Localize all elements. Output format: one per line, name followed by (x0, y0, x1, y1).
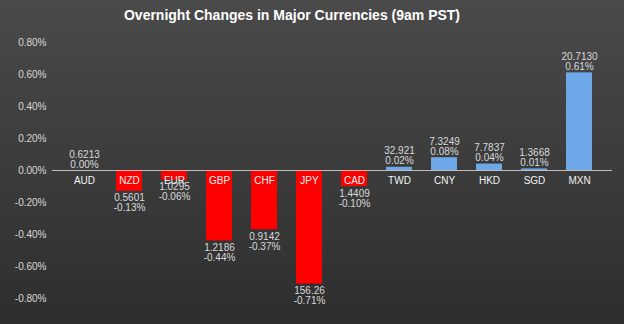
svg-text:SGD: SGD (524, 175, 546, 186)
svg-text:-0.20%: -0.20% (15, 197, 47, 208)
svg-text:0.9142-0.37%: 0.9142-0.37% (249, 231, 281, 252)
svg-text:0.62130.00%: 0.62130.00% (69, 149, 100, 170)
svg-text:0.80%: 0.80% (18, 37, 46, 48)
svg-text:7.32490.08%: 7.32490.08% (429, 136, 460, 157)
svg-text:0.20%: 0.20% (18, 133, 46, 144)
svg-text:20.71300.61%: 20.71300.61% (561, 51, 598, 72)
svg-text:1.2186-0.44%: 1.2186-0.44% (204, 242, 236, 263)
svg-text:GBP: GBP (209, 175, 230, 186)
svg-text:HKD: HKD (479, 175, 500, 186)
svg-text:0.5601-0.13%: 0.5601-0.13% (114, 192, 146, 213)
svg-text:0.00%: 0.00% (18, 165, 46, 176)
svg-text:1.4409-0.10%: 1.4409-0.10% (339, 188, 371, 209)
svg-text:-0.40%: -0.40% (15, 229, 47, 240)
svg-text:0.40%: 0.40% (18, 101, 46, 112)
svg-text:CNY: CNY (434, 175, 455, 186)
svg-text:1.36680.01%: 1.36680.01% (519, 147, 550, 168)
svg-text:TWD: TWD (388, 175, 411, 186)
svg-text:7.78370.04%: 7.78370.04% (474, 142, 505, 163)
svg-text:0.60%: 0.60% (18, 69, 46, 80)
svg-text:JPY: JPY (300, 175, 319, 186)
svg-text:CHF: CHF (254, 175, 275, 186)
svg-text:-0.60%: -0.60% (15, 261, 47, 272)
svg-text:156.26-0.71%: 156.26-0.71% (294, 285, 326, 306)
html-text:Overnight Changes in Major Cur: Overnight Changes in Major Currencies (9… (124, 7, 460, 23)
svg-text:EUR: EUR (163, 174, 186, 186)
svg-text:32.9210.02%: 32.9210.02% (384, 145, 415, 166)
svg-text:NZD: NZD (119, 175, 140, 186)
svg-text:MXN: MXN (568, 175, 590, 186)
svg-text:CAD: CAD (344, 175, 365, 186)
svg-text:AUD: AUD (74, 175, 95, 186)
svg-text:1.0295-0.06%: 1.0295-0.06% (159, 181, 191, 202)
svg-text:-0.80%: -0.80% (15, 293, 47, 304)
